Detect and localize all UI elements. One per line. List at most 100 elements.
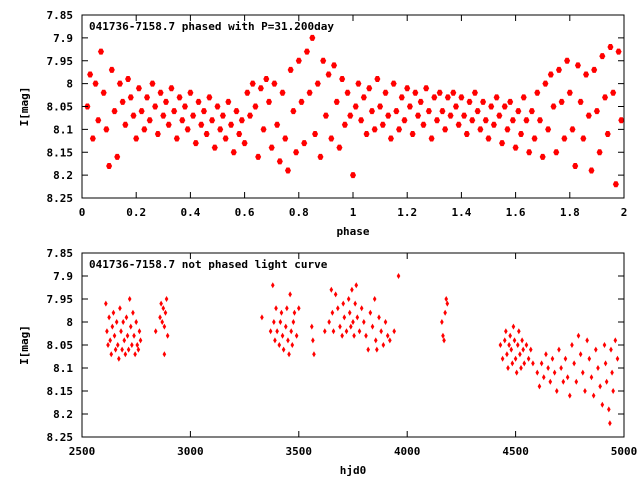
y-tick-label: 8.15: [47, 385, 74, 398]
data-point: [203, 130, 210, 137]
data-point: [496, 112, 503, 119]
data-point: [157, 89, 164, 96]
data-point: [550, 355, 555, 362]
x-tick-label: 0.6: [235, 206, 255, 219]
data-point: [293, 149, 300, 156]
data-point: [559, 365, 563, 371]
data-point: [574, 62, 581, 69]
data-point: [607, 406, 611, 413]
data-point: [550, 103, 557, 110]
data-point: [383, 319, 388, 325]
data-point: [281, 346, 286, 353]
data-point: [162, 351, 167, 358]
data-point: [277, 342, 282, 348]
data-point: [176, 94, 183, 101]
data-point: [112, 332, 117, 339]
data-point: [130, 342, 134, 348]
data-point: [576, 332, 581, 339]
data-point: [260, 126, 267, 133]
data-point: [504, 126, 511, 133]
data-point: [589, 374, 594, 381]
data-point: [409, 130, 416, 137]
data-point: [274, 121, 281, 128]
data-point: [283, 323, 288, 330]
data-point: [381, 342, 386, 348]
data-point: [490, 121, 497, 128]
data-point: [294, 332, 299, 339]
data-point: [344, 89, 351, 96]
data-point: [417, 98, 424, 105]
data-point: [604, 130, 611, 137]
data-point: [565, 374, 570, 381]
data-point: [561, 135, 568, 142]
data-point: [163, 98, 170, 105]
data-point: [615, 48, 622, 55]
data-point: [539, 153, 546, 160]
data-point: [563, 355, 568, 362]
data-point: [123, 351, 128, 358]
data-point: [488, 103, 495, 110]
data-point: [554, 388, 559, 394]
x-tick-label: 5000: [611, 445, 638, 458]
data-point: [561, 378, 566, 385]
data-point: [450, 89, 457, 96]
data-point: [518, 351, 522, 358]
data-point: [461, 112, 468, 119]
data-point: [168, 85, 175, 92]
chart-title: 041736-7158.7 not phased light curve: [89, 258, 328, 271]
data-point: [136, 346, 141, 353]
data-point: [509, 117, 516, 124]
data-point: [357, 328, 362, 335]
data-point: [323, 328, 327, 335]
data-point: [286, 337, 290, 344]
y-tick-label: 8.1: [53, 362, 73, 375]
data-point: [190, 112, 197, 119]
data-point: [474, 108, 481, 115]
data-point: [265, 98, 272, 105]
data-point: [401, 117, 408, 124]
data-point: [602, 94, 609, 101]
data-point: [288, 291, 292, 298]
data-point: [149, 80, 156, 87]
data-point: [117, 355, 121, 362]
data-point: [373, 337, 378, 344]
data-point: [290, 108, 297, 115]
y-tick-label: 8.2: [53, 408, 73, 421]
data-point: [144, 94, 151, 101]
data-point: [122, 337, 127, 344]
chart-title: 041736-7158.7 phased with P=31.200day: [89, 20, 334, 33]
data-point: [127, 94, 134, 101]
data-point: [354, 282, 359, 289]
data-point: [531, 360, 535, 367]
data-point: [364, 332, 368, 339]
data-point: [126, 346, 131, 353]
data-point: [153, 328, 158, 335]
data-point: [347, 309, 352, 316]
data-point: [531, 135, 538, 142]
data-point: [545, 126, 552, 133]
data-point: [528, 108, 535, 115]
y-axis-label: I[mag]: [18, 87, 31, 127]
data-point: [311, 337, 315, 344]
x-tick-label: 1.2: [397, 206, 417, 219]
data-point: [535, 369, 540, 376]
data-point: [602, 342, 607, 348]
data-point: [504, 328, 508, 335]
x-tick-label: 2: [621, 206, 628, 219]
data-point: [436, 89, 443, 96]
data-point: [583, 71, 590, 78]
data-point: [425, 108, 432, 115]
data-point: [593, 108, 600, 115]
data-point: [192, 140, 199, 147]
data-point: [498, 342, 503, 348]
plot-frame: [81, 252, 625, 438]
data-point: [200, 108, 207, 115]
data-point: [272, 319, 276, 325]
data-point: [512, 144, 519, 151]
data-point: [387, 135, 394, 142]
y-axis-label: I[mag]: [18, 325, 31, 365]
data-point: [106, 162, 113, 169]
data-point: [509, 346, 514, 353]
data-point: [119, 98, 126, 105]
data-point: [351, 319, 355, 325]
